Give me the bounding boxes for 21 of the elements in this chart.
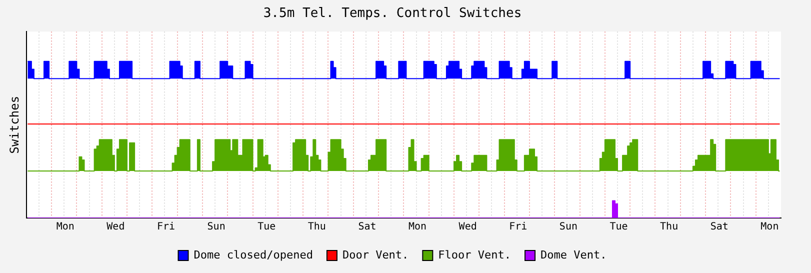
x-tick-label: Sat (358, 222, 376, 233)
legend-label: Dome Vent. (540, 248, 607, 262)
legend-label: Dome closed/opened (194, 248, 313, 262)
x-tick-label: Sun (559, 222, 578, 233)
x-tick-label: Sun (207, 222, 226, 233)
x-tick-label: Thu (308, 222, 326, 233)
chart-title: 3.5m Tel. Temps. Control Switches (263, 6, 522, 22)
x-tick-label: Mon (408, 222, 427, 233)
legend-label: Door Vent. (342, 248, 409, 262)
x-tick-label: Tue (258, 222, 276, 233)
x-tick-label: Tue (610, 222, 628, 233)
x-tick-label: Mon (760, 222, 779, 233)
y-axis-title: Switches (7, 96, 22, 154)
x-tick-label: Fri (509, 222, 528, 233)
x-tick-label: Sat (710, 222, 728, 233)
x-tick-label: Wed (106, 222, 125, 233)
x-tick-label: Fri (156, 222, 176, 233)
x-tick-label: Mon (56, 222, 74, 233)
legend-label: Floor Vent. (438, 248, 512, 262)
x-tick-label: Thu (660, 222, 678, 233)
x-tick-label: Wed (458, 222, 477, 233)
